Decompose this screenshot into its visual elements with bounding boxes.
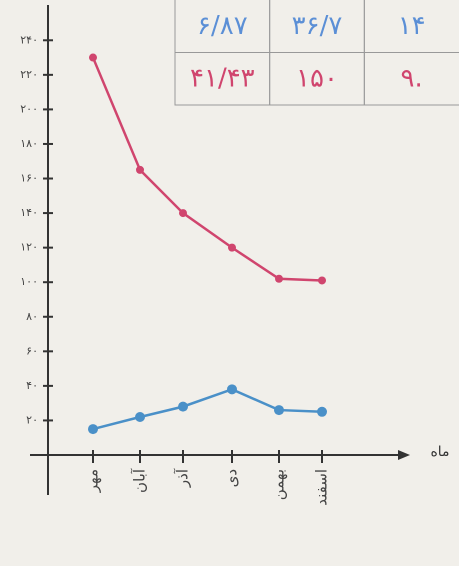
data-point	[179, 209, 187, 218]
table-frame	[174, 0, 459, 106]
y-tick-label: ۱۰۰	[20, 275, 38, 288]
x-tick-label: اسفند	[313, 469, 331, 506]
y-tick-label: ۶۰	[26, 344, 38, 357]
x-axis-label: ماه	[430, 444, 449, 460]
y-tick-label: ۴۰	[26, 379, 38, 392]
data-point	[135, 411, 145, 422]
y-tick-label: ۲۲۰	[20, 68, 38, 81]
y-tick-label: ۱۶۰	[20, 172, 38, 185]
y-tick-label: ۱۸۰	[20, 137, 38, 150]
x-tick-label: دی	[223, 469, 241, 487]
data-point	[317, 406, 327, 417]
table-cell: ۹.	[401, 63, 423, 93]
y-tick-label: ۱۲۰	[20, 241, 38, 254]
x-tick-label: آبان	[131, 468, 149, 493]
table-cell: ۶/۸۷	[197, 11, 248, 41]
y-tick-label: ۲۰۰	[20, 102, 38, 115]
x-tick-label: مهر	[84, 469, 102, 493]
table-cell: ۱۴	[398, 11, 426, 41]
table-cell: ۳۶/۷	[292, 11, 343, 41]
y-tick-label: ۲۰	[26, 413, 38, 426]
x-tick-label: آذر	[174, 468, 192, 488]
data-point	[275, 274, 283, 283]
data-point	[318, 276, 326, 285]
y-tick-label: ۸۰	[26, 310, 38, 323]
data-point	[89, 53, 97, 62]
data-point	[88, 424, 98, 435]
data-point	[274, 405, 284, 416]
y-tick-label: ۲۴۰	[20, 33, 38, 46]
data-point	[228, 243, 236, 252]
series-line	[92, 387, 323, 431]
series-line	[91, 57, 323, 282]
data-point	[227, 384, 237, 395]
x-axis-arrow	[398, 450, 410, 460]
table-cell: ۱۵۰	[296, 63, 338, 93]
data-point	[178, 401, 188, 412]
x-tick-label: بهمن	[270, 469, 288, 500]
table-cell: ۴۱/۴۳	[190, 63, 255, 93]
data-point	[136, 165, 144, 174]
y-tick-label: ۱۴۰	[20, 206, 38, 219]
